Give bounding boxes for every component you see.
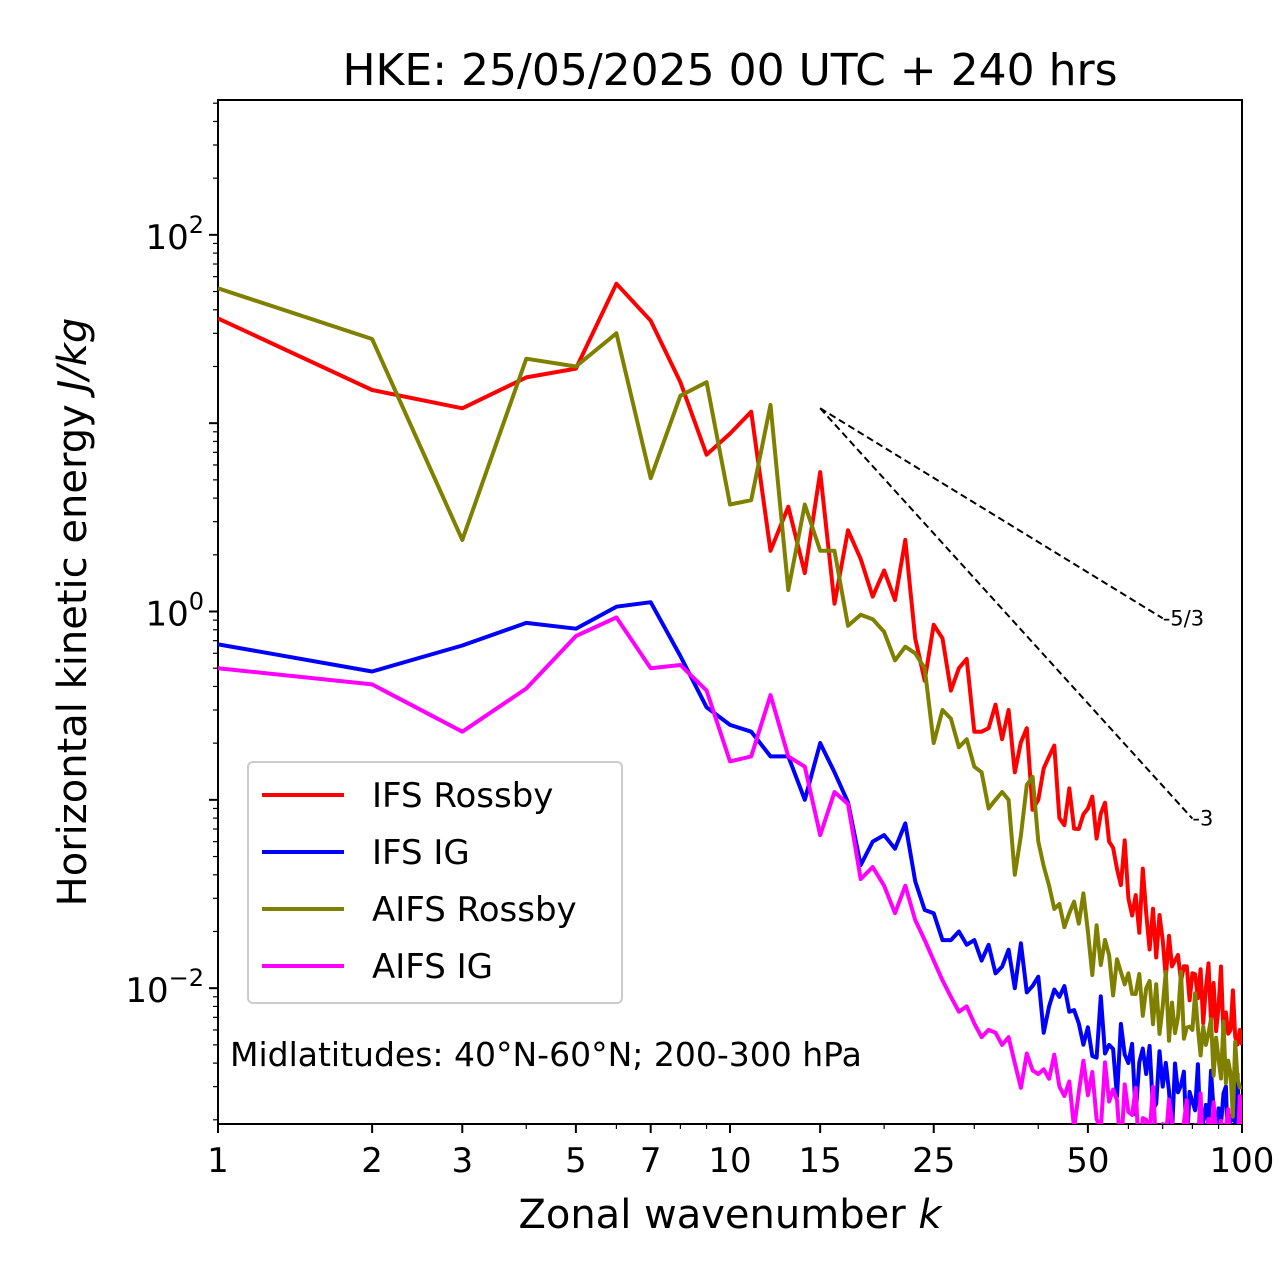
legend-label: AIFS IG (372, 947, 493, 987)
series-line-ifs-rossby (218, 281, 1242, 1047)
series-line-aifs-rossby (218, 286, 1242, 1119)
series-line-aifs-ig (218, 615, 1242, 1124)
x-tick-label: 3 (451, 1141, 473, 1181)
x-tick-label: 25 (912, 1141, 955, 1181)
y-tick-label: 102 (145, 211, 204, 258)
reference-slope-labels: -5/3 -3 (1163, 606, 1214, 830)
x-tick-label: 10 (708, 1141, 751, 1181)
chart-title: HKE: 25/05/2025 00 UTC + 240 hrs (342, 45, 1117, 96)
legend-label: IFS IG (372, 833, 470, 873)
x-tick-label: 50 (1066, 1141, 1109, 1181)
legend-label: AIFS Rossby (372, 890, 577, 930)
x-axis-label: Zonal wavenumber k (518, 1192, 943, 1238)
legend-label: IFS Rossby (372, 776, 553, 816)
y-tick-label: 100 (145, 588, 204, 635)
x-tick-labels: 1 2 3 5 7 10 15 25 50 100 (207, 1141, 1274, 1181)
x-tick-label: 1 (207, 1141, 229, 1181)
x-tick-label: 2 (361, 1141, 383, 1181)
reference-slope-lines (819, 407, 1194, 820)
x-tick-label: 15 (799, 1141, 842, 1181)
legend: IFS Rossby IFS IG AIFS Rossby AIFS IG (247, 761, 623, 1004)
y-axis-label: Horizontal kinetic energy J/kg (50, 318, 96, 907)
y-tick-labels: 102 100 10−2 (125, 211, 204, 1011)
legend-items: IFS Rossby IFS IG AIFS Rossby AIFS IG (262, 776, 577, 987)
y-tick-label: 10−2 (125, 964, 204, 1011)
slope-line (819, 407, 1194, 820)
legend-box (247, 761, 623, 1004)
x-tick-label: 100 (1210, 1141, 1275, 1181)
x-tick-label: 5 (565, 1141, 587, 1181)
series-lines (218, 281, 1242, 1124)
region-annotation: Midlatitudes: 40°N-60°N; 200-300 hPa (230, 1035, 862, 1074)
slope-line (819, 407, 1164, 620)
slope-label: -5/3 (1163, 606, 1204, 630)
x-tick-label: 7 (640, 1141, 662, 1181)
axis-ticks (209, 102, 1243, 1133)
slope-label: -3 (1192, 807, 1213, 831)
